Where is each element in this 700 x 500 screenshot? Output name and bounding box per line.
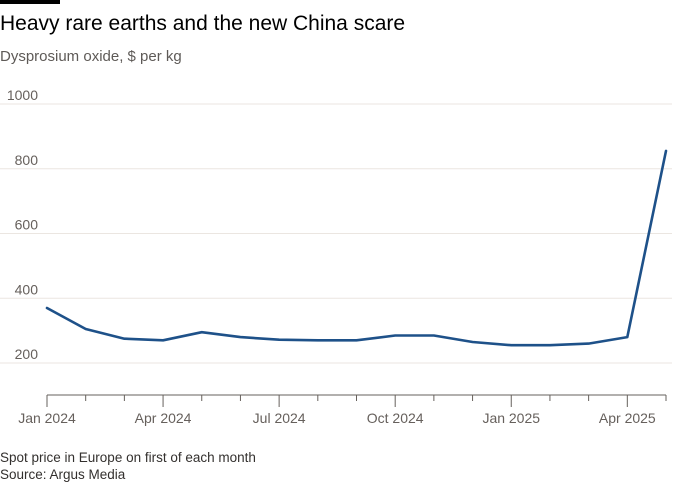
footnote: Spot price in Europe on first of each mo… xyxy=(0,450,256,465)
x-tick-label: Jul 2024 xyxy=(253,410,306,426)
footer: Spot price in Europe on first of each mo… xyxy=(0,449,256,483)
chart-title: Heavy rare earths and the new China scar… xyxy=(0,12,406,35)
chart-subtitle: Dysprosium oxide, $ per kg xyxy=(0,48,182,65)
y-tick-label: 600 xyxy=(15,217,39,233)
x-tick-label: Apr 2025 xyxy=(599,410,656,426)
y-tick-label: 200 xyxy=(15,346,39,362)
y-tick-label: 1000 xyxy=(7,87,38,103)
line-chart: 200 400 600 800 1000 Jan 2024 Apr 2024 Jul 202… xyxy=(0,87,672,426)
y-tick-label: 400 xyxy=(15,281,39,297)
y-axis: 200 400 600 800 1000 xyxy=(7,87,38,362)
x-tick-label: Jan 2025 xyxy=(482,410,540,426)
source-note: Source: Argus Media xyxy=(0,467,126,482)
y-tick-label: 800 xyxy=(15,152,39,168)
x-tick-label: Jan 2024 xyxy=(18,410,76,426)
gridlines xyxy=(0,103,672,364)
series-layer xyxy=(45,149,668,347)
x-tick-label: Oct 2024 xyxy=(367,410,424,426)
top-rule xyxy=(0,0,60,4)
x-axis: Jan 2024 Apr 2024 Jul 2024 Oct 2024 Jan 2025… xyxy=(18,394,667,426)
x-tick-label: Apr 2024 xyxy=(135,410,192,426)
series-line-dysprosium-oxide xyxy=(45,149,668,347)
